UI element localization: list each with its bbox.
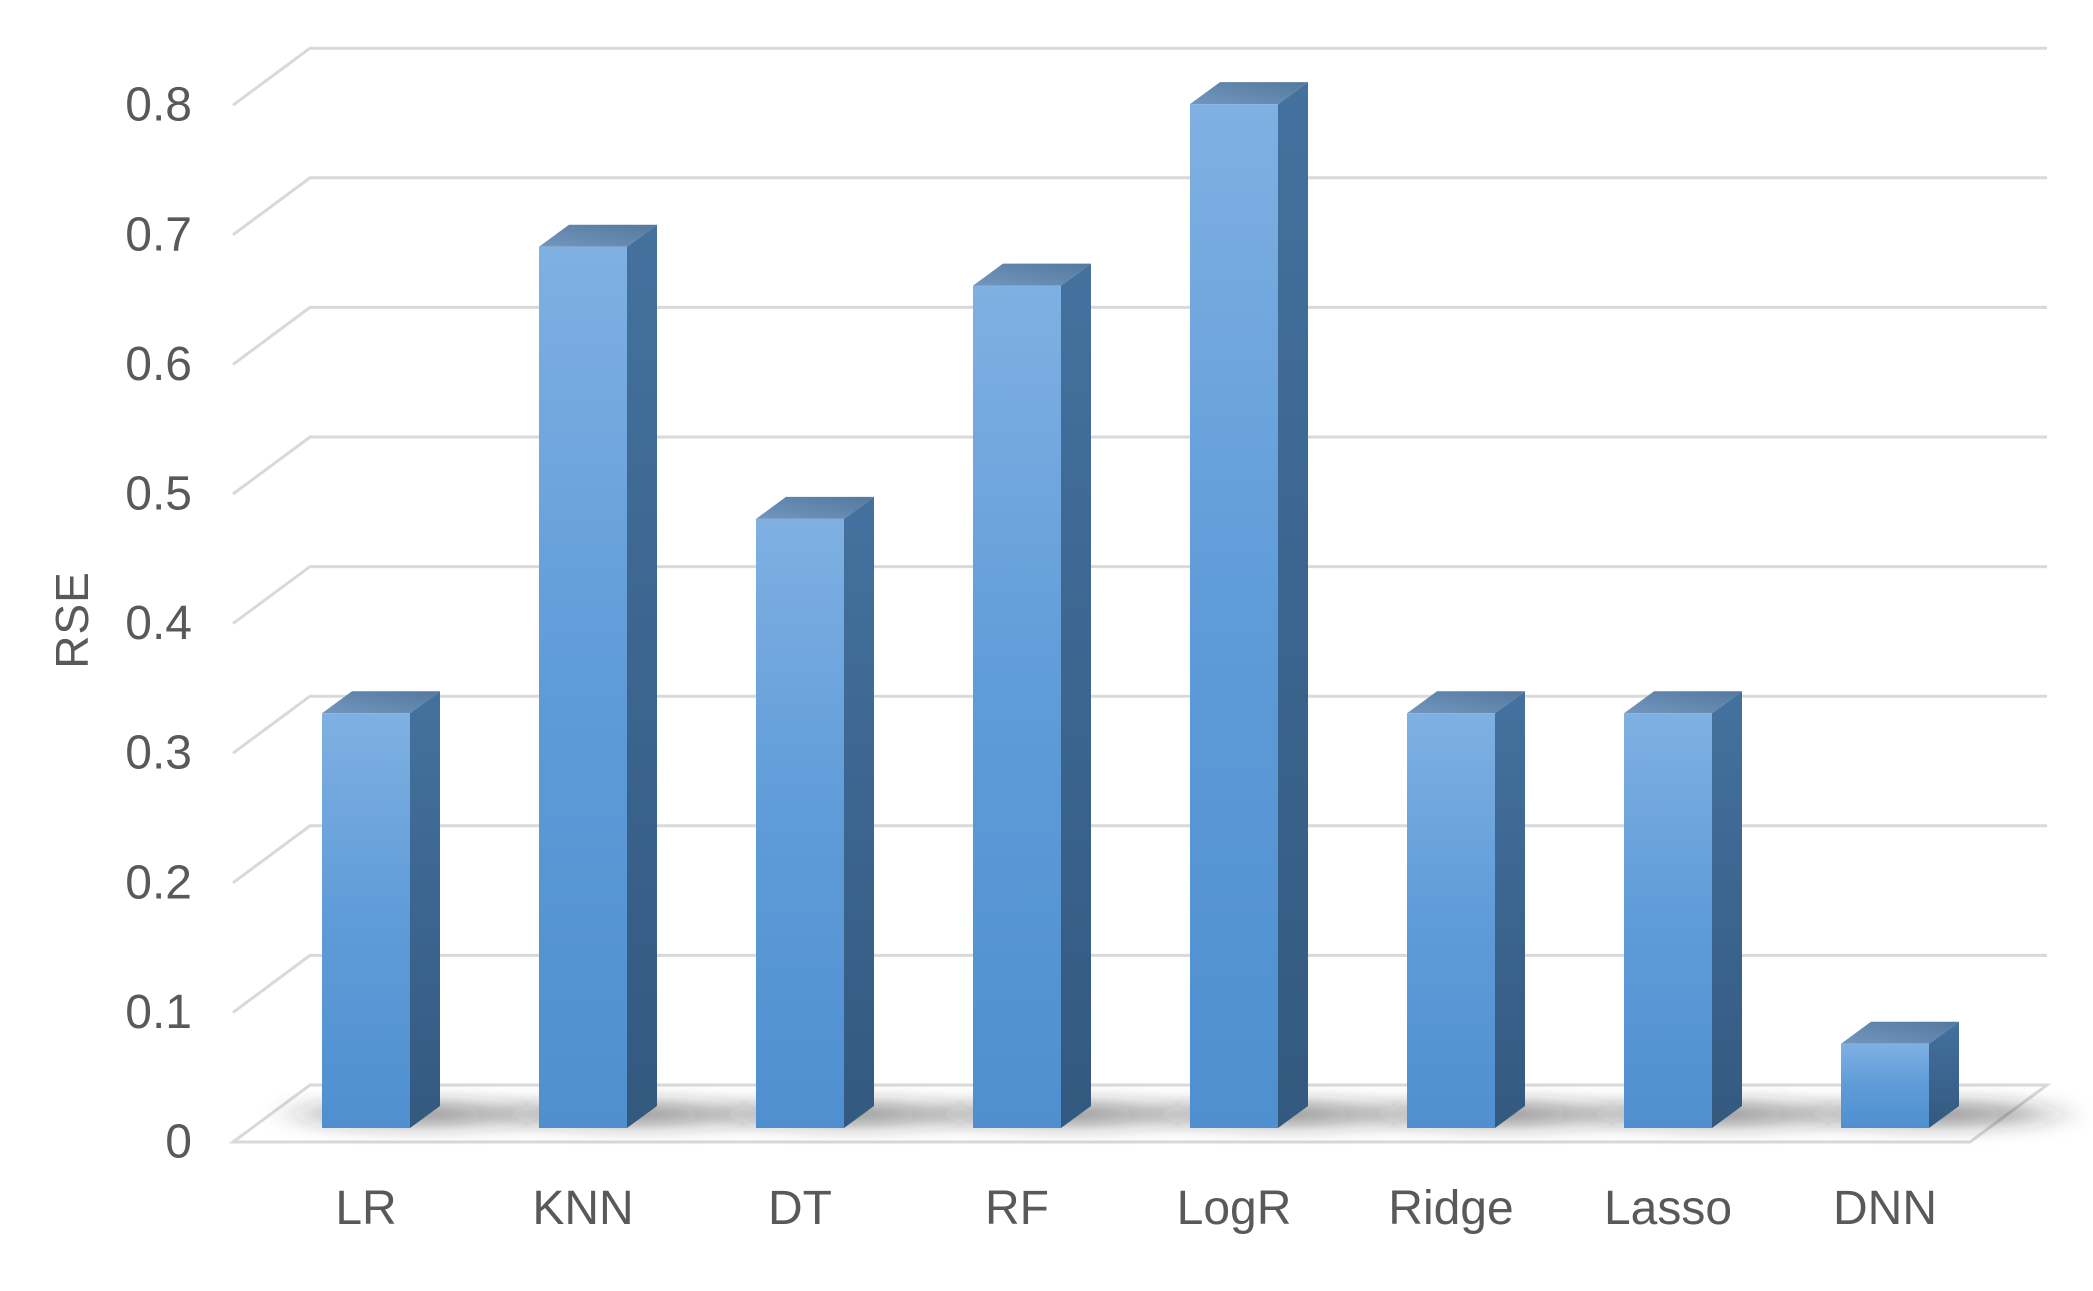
bar-side-Ridge: [1495, 691, 1525, 1128]
y-tick-label-0.1: 0.1: [125, 986, 192, 1039]
bar-RF: [973, 285, 1061, 1129]
bar-side-DT: [844, 496, 874, 1128]
gridline-0.3: [232, 694, 2047, 755]
bar-Lasso: [1624, 713, 1712, 1128]
bar-top-KNN: [539, 224, 657, 247]
y-tick-label-0: 0: [165, 1116, 192, 1169]
gridline-0.1: [232, 953, 2047, 1014]
bar-top-Ridge: [1407, 691, 1525, 714]
bar-KNN: [539, 246, 627, 1129]
x-category-label-RF: RF: [985, 1182, 1049, 1235]
y-tick-label-0.8: 0.8: [125, 79, 192, 132]
x-category-label-LogR: LogR: [1177, 1182, 1292, 1235]
y-tick-label-0.5: 0.5: [125, 468, 192, 521]
bar-DNN: [1841, 1043, 1929, 1128]
bar-top-DT: [756, 496, 874, 519]
bar-top-RF: [973, 263, 1091, 286]
gridline-0.5: [232, 435, 2047, 496]
x-category-label-KNN: KNN: [532, 1182, 633, 1235]
x-category-label-LR: LR: [335, 1182, 396, 1235]
bar-side-DNN: [1929, 1021, 1959, 1128]
gridline-0.7: [232, 176, 2047, 237]
y-tick-label-0.4: 0.4: [125, 597, 192, 650]
y-tick-label-0.2: 0.2: [125, 856, 192, 909]
bar-side-KNN: [627, 224, 657, 1129]
y-tick-label-0.6: 0.6: [125, 338, 192, 391]
gridline-0.8: [232, 46, 2047, 107]
bar-LogR: [1190, 104, 1278, 1128]
gridline-0.4: [232, 565, 2047, 625]
bar-top-Lasso: [1624, 691, 1742, 714]
x-category-label-Ridge: Ridge: [1388, 1182, 1513, 1235]
x-category-label-Lasso: Lasso: [1604, 1182, 1732, 1235]
gridline-0.2: [232, 824, 2047, 885]
bar-side-LR: [410, 691, 440, 1128]
bar-side-RF: [1061, 263, 1091, 1129]
bar-Ridge: [1407, 713, 1495, 1128]
gridline-0.6: [232, 305, 2047, 366]
y-tick-label-0.3: 0.3: [125, 727, 192, 780]
bar-side-LogR: [1278, 82, 1308, 1128]
bar-top-LR: [322, 691, 440, 714]
bar-DT: [756, 518, 844, 1128]
bar-LR: [322, 713, 410, 1128]
bar-top-DNN: [1841, 1021, 1959, 1044]
x-category-label-DNN: DNN: [1833, 1182, 1937, 1235]
y-tick-label-0.7: 0.7: [125, 208, 192, 261]
y-axis-title: RSE: [46, 571, 98, 669]
x-category-label-DT: DT: [768, 1182, 832, 1235]
bar-top-LogR: [1190, 82, 1308, 105]
bar-side-Lasso: [1712, 691, 1742, 1128]
